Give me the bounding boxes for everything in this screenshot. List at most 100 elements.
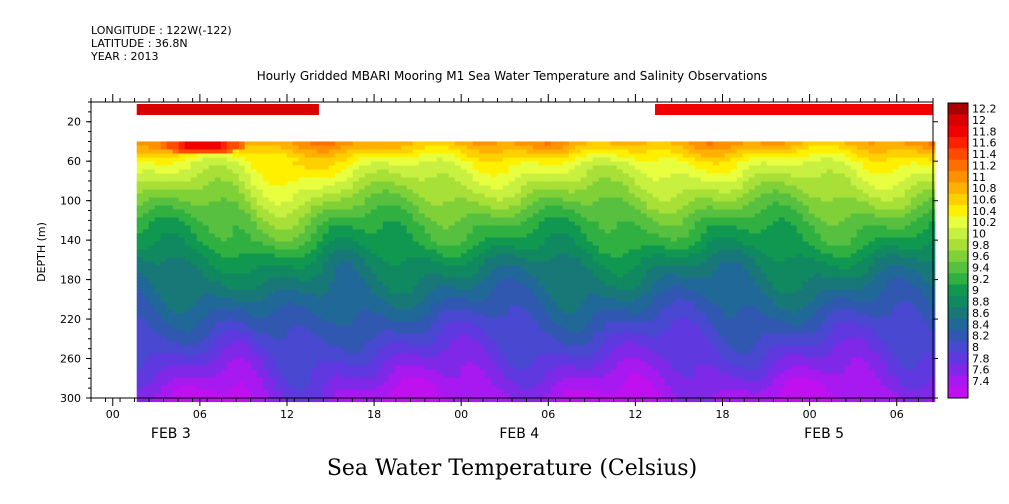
- heatmap-cell: [166, 261, 174, 267]
- heatmap-cell: [208, 341, 216, 347]
- heatmap-cell: [496, 185, 504, 191]
- heatmap-cell: [436, 169, 444, 175]
- heatmap-cell: [430, 345, 438, 351]
- heatmap-cell: [508, 257, 516, 263]
- heatmap-cell: [532, 149, 540, 155]
- heatmap-cell: [280, 149, 288, 155]
- heatmap-cell: [424, 285, 432, 291]
- heatmap-cell: [472, 313, 480, 319]
- heatmap-cell: [268, 313, 276, 319]
- heatmap-cell: [310, 165, 318, 171]
- heatmap-cell: [448, 329, 456, 335]
- heatmap-cell: [172, 349, 180, 355]
- heatmap-cell: [388, 153, 396, 159]
- heatmap-cell: [502, 289, 510, 295]
- heatmap-cell: [586, 277, 594, 283]
- heatmap-cell: [208, 293, 216, 299]
- heatmap-cell: [484, 145, 492, 151]
- heatmap-cell: [304, 221, 312, 227]
- heatmap-cell: [400, 277, 408, 283]
- heatmap-cell: [208, 361, 216, 367]
- heatmap-cell: [328, 241, 336, 247]
- heatmap-cell: [532, 241, 540, 247]
- heatmap-cell: [274, 353, 282, 359]
- heatmap-cell: [334, 193, 342, 199]
- heatmap-cell: [364, 309, 372, 315]
- heatmap-cell: [148, 377, 156, 383]
- heatmap-cell: [490, 385, 498, 391]
- heatmap-cell: [376, 269, 384, 275]
- heatmap-cell: [592, 273, 600, 279]
- heatmap-cell: [502, 257, 510, 263]
- heatmap-cell: [250, 393, 258, 399]
- heatmap-cell: [214, 369, 222, 375]
- heatmap-cell: [436, 153, 444, 159]
- heatmap-cell: [256, 165, 264, 171]
- heatmap-cell: [280, 165, 288, 171]
- heatmap-cell: [310, 381, 318, 387]
- heatmap-cell: [430, 237, 438, 243]
- heatmap-cell: [490, 365, 498, 371]
- heatmap-cell: [334, 321, 342, 327]
- heatmap-cell: [550, 277, 558, 283]
- heatmap-cell: [166, 181, 174, 187]
- heatmap-cell: [592, 305, 600, 311]
- heatmap-cell: [142, 157, 150, 163]
- heatmap-cell: [136, 181, 144, 187]
- heatmap-cell: [310, 317, 318, 323]
- heatmap-cell: [286, 361, 294, 367]
- heatmap-cell: [238, 141, 246, 147]
- heatmap-cell: [424, 289, 432, 295]
- heatmap-cell: [148, 361, 156, 367]
- heatmap-cell: [466, 349, 474, 355]
- heatmap-cell: [142, 185, 150, 191]
- heatmap-cell: [550, 345, 558, 351]
- heatmap-cell: [562, 345, 570, 351]
- heatmap-cell: [226, 229, 234, 235]
- heatmap-cell: [478, 389, 486, 395]
- heatmap-cell: [268, 193, 276, 199]
- heatmap-cell: [292, 397, 300, 403]
- heatmap-cell: [214, 205, 222, 211]
- heatmap-cell: [304, 285, 312, 291]
- heatmap-cell: [214, 389, 222, 395]
- heatmap-cell: [220, 329, 228, 335]
- heatmap-cell: [340, 173, 348, 179]
- heatmap-cell: [580, 281, 588, 287]
- heatmap-cell: [550, 325, 558, 331]
- heatmap-cell: [556, 273, 564, 279]
- heatmap-cell: [436, 221, 444, 227]
- heatmap-cell: [520, 281, 528, 287]
- heatmap-cell: [394, 333, 402, 339]
- heatmap-cell: [304, 305, 312, 311]
- heatmap-cell: [364, 173, 372, 179]
- heatmap-cell: [376, 301, 384, 307]
- heatmap-cell: [322, 273, 330, 279]
- heatmap-cell: [316, 205, 324, 211]
- heatmap-cell: [268, 321, 276, 327]
- heatmap-cell: [466, 357, 474, 363]
- heatmap-cell: [334, 189, 342, 195]
- heatmap-cell: [502, 245, 510, 251]
- heatmap-cell: [436, 357, 444, 363]
- heatmap-cell: [436, 209, 444, 215]
- heatmap-cell: [370, 369, 378, 375]
- heatmap-cell: [418, 381, 426, 387]
- heatmap-cell: [148, 369, 156, 375]
- heatmap-cell: [184, 241, 192, 247]
- heatmap-cell: [496, 357, 504, 363]
- heatmap-cell: [544, 345, 552, 351]
- heatmap-cell: [544, 149, 552, 155]
- heatmap-cell: [142, 333, 150, 339]
- heatmap-cell: [454, 385, 462, 391]
- heatmap-cell: [406, 321, 414, 327]
- heatmap-cell: [352, 141, 360, 147]
- heatmap-cell: [496, 253, 504, 259]
- heatmap-cell: [514, 301, 522, 307]
- heatmap-cell: [574, 181, 582, 187]
- heatmap-cell: [358, 277, 366, 283]
- heatmap-cell: [394, 249, 402, 255]
- heatmap-cell: [334, 269, 342, 275]
- heatmap-cell: [148, 357, 156, 363]
- heatmap-cell: [388, 309, 396, 315]
